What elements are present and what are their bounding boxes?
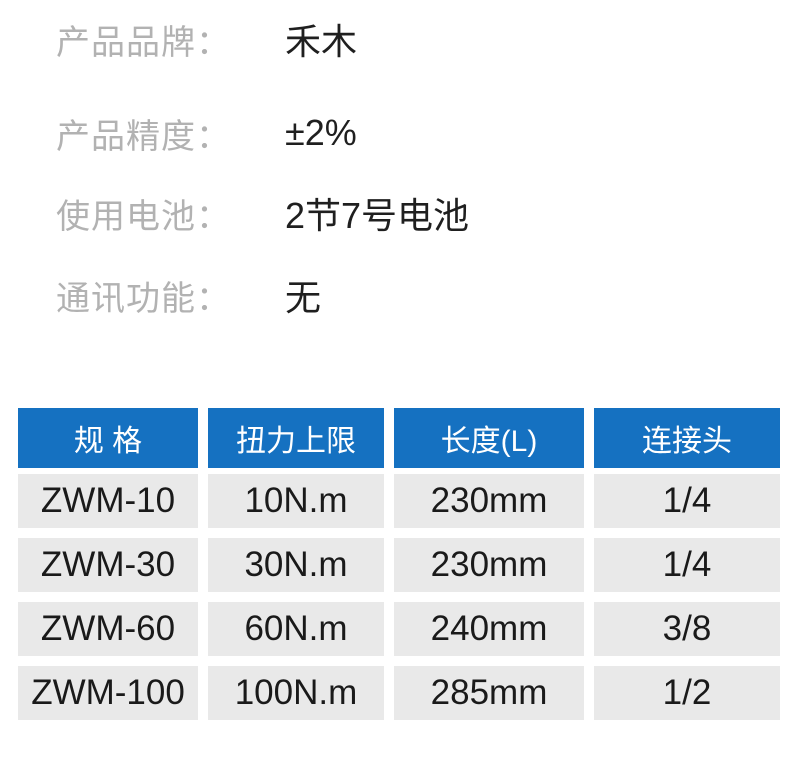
table-row: ZWM-30 30N.m 230mm 1/4 <box>18 538 780 592</box>
spec-value: ±2% <box>285 112 357 153</box>
table-cell: 60N.m <box>208 602 384 656</box>
spec-value: 无 <box>285 277 322 318</box>
table-cell: 30N.m <box>208 538 384 592</box>
table-cell: ZWM-10 <box>18 474 198 528</box>
spec-label: 使用电池： <box>56 197 231 236</box>
table-cell: 3/8 <box>594 602 780 656</box>
table-cell: 230mm <box>394 474 584 528</box>
table-cell: 10N.m <box>208 474 384 528</box>
spec-row-brand: 产品品牌： 禾木 <box>56 16 790 62</box>
table-cell: 285mm <box>394 666 584 720</box>
table-header-cell-length: 长度(L) <box>394 408 584 468</box>
spec-row-communication: 通讯功能： 无 <box>56 272 790 318</box>
table-cell: 240mm <box>394 602 584 656</box>
table-header-cell-torque: 扭力上限 <box>208 408 384 468</box>
spec-row-precision: 产品精度： ±2% <box>56 110 790 156</box>
spec-table: 规 格 扭力上限 长度(L) 连接头 ZWM-10 10N.m 230mm 1/… <box>18 408 780 720</box>
spec-label: 产品精度： <box>56 117 231 156</box>
table-row: ZWM-100 100N.m 285mm 1/2 <box>18 666 780 720</box>
spec-value: 2节7号电池 <box>285 195 470 236</box>
spec-label: 产品品牌： <box>56 23 231 62</box>
table-cell: 1/4 <box>594 538 780 592</box>
table-header-cell-spec: 规 格 <box>18 408 198 468</box>
table-cell: ZWM-100 <box>18 666 198 720</box>
table-cell: 1/4 <box>594 474 780 528</box>
spec-list: 产品品牌： 禾木 产品精度： ±2% 使用电池： 2节7号电池 通讯功能： 无 <box>0 0 790 318</box>
table-cell: ZWM-30 <box>18 538 198 592</box>
spec-value: 禾木 <box>285 21 358 62</box>
table-header-cell-connector: 连接头 <box>594 408 780 468</box>
table-header-row: 规 格 扭力上限 长度(L) 连接头 <box>18 408 780 468</box>
table-cell: ZWM-60 <box>18 602 198 656</box>
spec-row-battery: 使用电池： 2节7号电池 <box>56 190 790 236</box>
table-cell: 100N.m <box>208 666 384 720</box>
table-row: ZWM-60 60N.m 240mm 3/8 <box>18 602 780 656</box>
table-cell: 230mm <box>394 538 584 592</box>
table-row: ZWM-10 10N.m 230mm 1/4 <box>18 474 780 528</box>
spec-label: 通讯功能： <box>56 279 231 318</box>
table-cell: 1/2 <box>594 666 780 720</box>
